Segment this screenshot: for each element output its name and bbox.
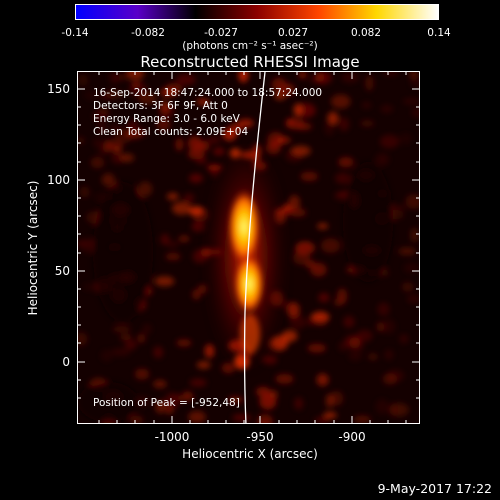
x-tick-label: -900 xyxy=(338,430,366,444)
energy-range-label: Energy Range: 3.0 - 6.0 keV xyxy=(93,113,240,125)
x-tick-label: -950 xyxy=(246,430,274,444)
footer-date: 9-May-2017 17:22 xyxy=(377,481,492,496)
colorbar-tick: 0.082 xyxy=(350,27,382,39)
colorbar-units: (photons cm⁻² s⁻¹ asec⁻²) xyxy=(182,40,318,52)
y-tick-label: 100 xyxy=(47,173,70,187)
time-range-label: 16-Sep-2014 18:47:24.000 to 18:57:24.000 xyxy=(93,87,323,99)
algorithm-counts-label: Clean Total counts: 2.09E+04 xyxy=(93,126,249,138)
y-tick-label: 150 xyxy=(47,82,70,96)
y-tick-label: 0 xyxy=(62,355,70,369)
y-tick-label: 50 xyxy=(54,264,70,278)
colorbar-tick: -0.027 xyxy=(204,27,238,39)
y-axis-label: Heliocentric Y (arcsec) xyxy=(26,180,40,316)
rhessi-image xyxy=(77,71,420,424)
colorbar-tick: 0.027 xyxy=(277,27,309,39)
x-tick-label: -1000 xyxy=(154,430,190,444)
x-axis-label: Heliocentric X (arcsec) xyxy=(182,447,318,461)
peak-position-label: Position of Peak = [-952,48] xyxy=(93,397,240,409)
detectors-label: Detectors: 3F 6F 9F, Att 0 xyxy=(93,100,228,112)
colorbar-tick: -0.082 xyxy=(131,27,165,39)
plot-title: Reconstructed RHESSI Image xyxy=(140,53,360,71)
colorbar-tick: 0.14 xyxy=(427,27,451,39)
colorbar-tick: -0.14 xyxy=(61,27,89,39)
colorbar xyxy=(75,4,439,20)
solar-limb-line xyxy=(243,72,266,423)
